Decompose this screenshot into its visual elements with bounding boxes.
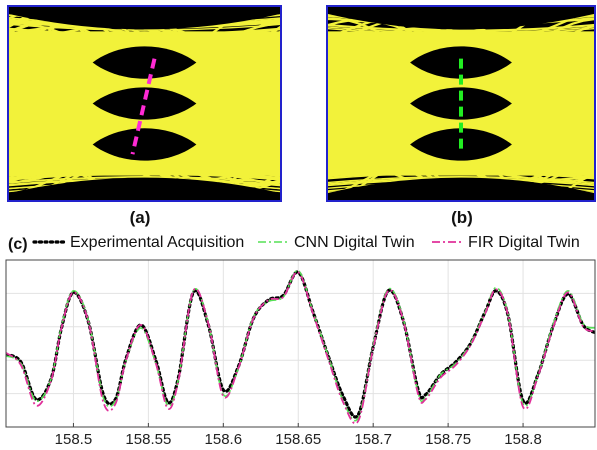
eye-bottom-region [327,177,595,201]
eye-trace [327,24,595,32]
x-tick-label: 158.6 [205,431,243,448]
eye-opening-2 [410,87,512,120]
eye-trace [8,170,281,179]
eye-a-frame [7,5,282,202]
x-tick-label: 158.5 [55,431,93,448]
eye-trace [327,169,595,177]
eye-opening-2 [92,87,197,120]
panel-a-label: (a) [130,208,151,227]
legend-entry-1: Experimental Acquisition [70,234,244,251]
x-tick-label: 158.75 [425,431,471,448]
eye-top-region [327,6,595,30]
eye-trace [327,176,595,184]
eye-trace [8,169,281,177]
eye-trace [327,26,595,34]
eye-top-region [8,6,281,30]
eye-trace [8,176,281,184]
eye-opening-1 [92,46,197,79]
x-tick-label: 158.55 [125,431,171,448]
eye-a-sampling-marker [130,58,157,155]
chart-x-ticks: 158.5 158.55 158.6 158.65 158.7 158.75 158.8 [55,423,542,448]
eye-trace [8,171,281,180]
eye-bottom-region [8,177,281,201]
series-cnn-digital-twin [6,269,595,422]
panel-b-label: (b) [451,208,473,227]
series-experimental-acquisition [6,270,595,419]
eye-a-openings [92,46,197,161]
eye-b-frame [326,5,596,202]
legend-entry-2: CNN Digital Twin [294,234,415,251]
x-tick-label: 158.7 [354,431,392,448]
eye-diagram-a [7,5,282,202]
chart-legend: Experimental Acquisition CNN Digital Twin… [32,234,580,251]
eye-opening-3 [92,128,197,161]
waveform-chart: 158.5 158.55 158.6 158.65 158.7 158.75 158.8 E… [5,234,596,448]
eye-trace [8,27,281,35]
x-tick-label: 158.8 [504,431,542,448]
eye-trace [8,28,281,37]
eye-trace [327,172,595,180]
chart-series-group [6,269,595,425]
eye-diagram-b [326,5,596,202]
x-tick-label: 158.65 [275,431,321,448]
eye-trace [327,171,595,179]
panel-c-label: (c) [8,236,28,253]
eye-trace [327,27,595,36]
legend-entry-3: FIR Digital Twin [468,234,580,251]
chart-axes-box [5,259,596,428]
eye-trace [8,23,281,31]
eye-trace [8,173,281,181]
eye-trace [327,23,595,32]
